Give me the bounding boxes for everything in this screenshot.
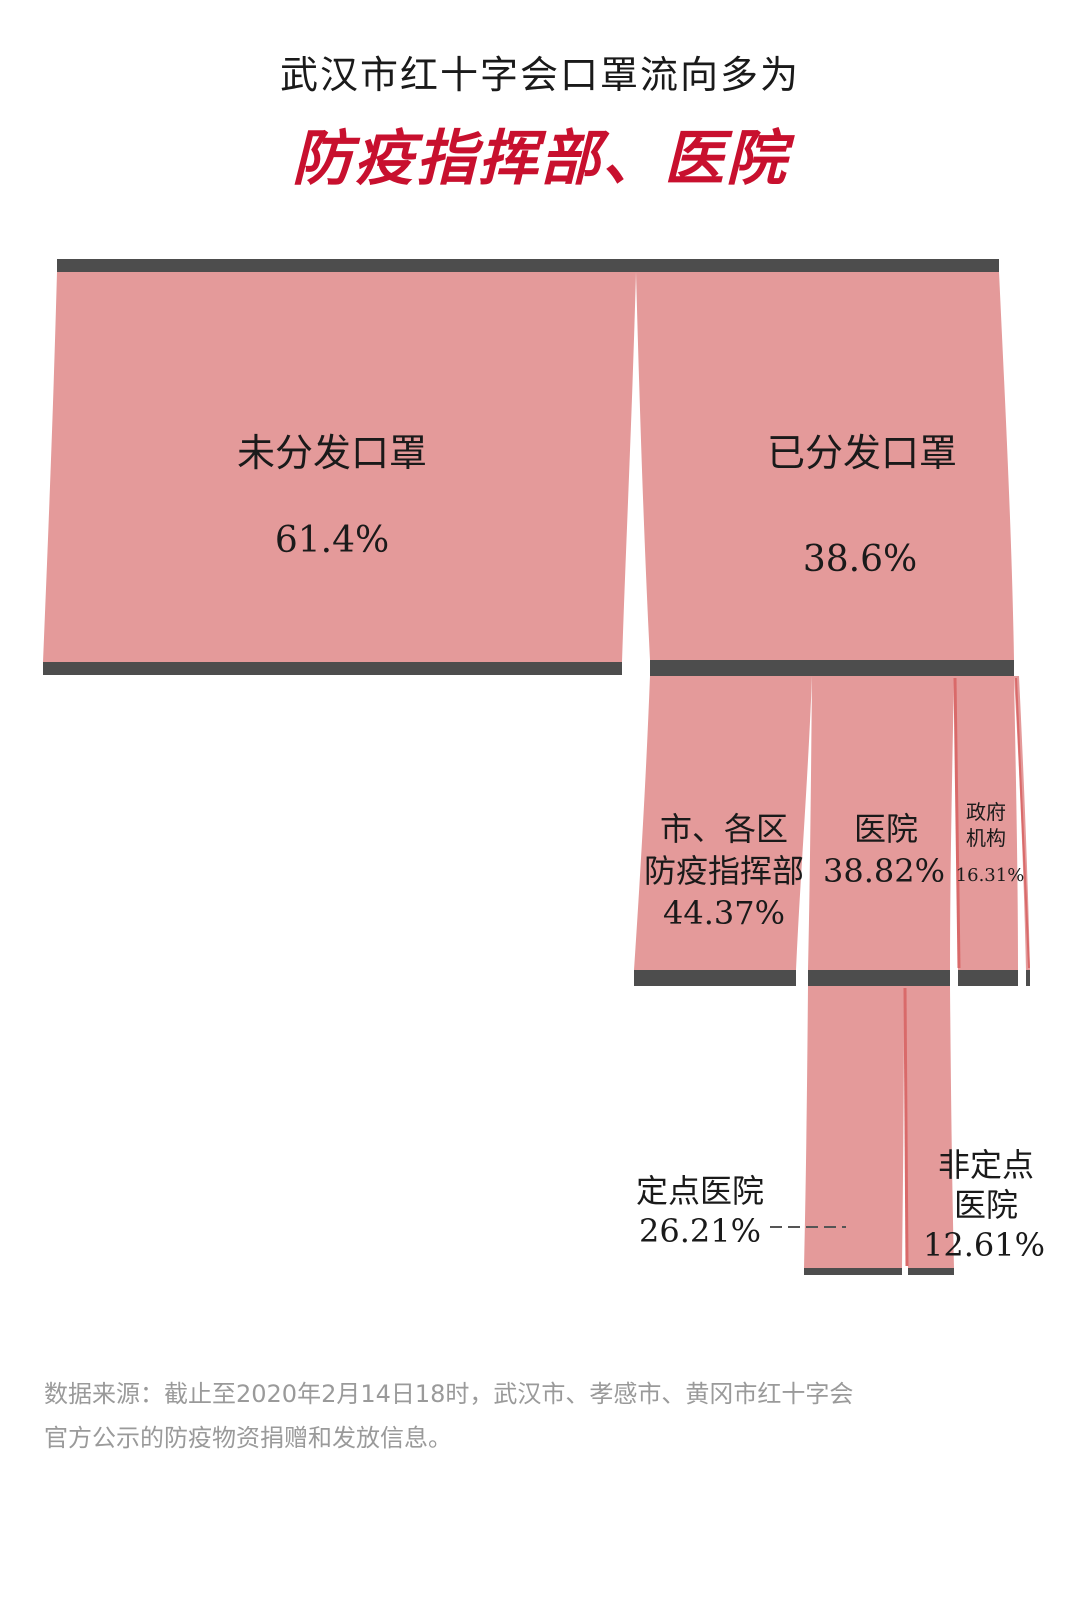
label-distributed: 已分发口罩 <box>767 431 957 475</box>
label-command-line2: 防疫指挥部 <box>644 852 804 890</box>
bar-non-designated <box>908 1268 954 1275</box>
flow-edge-hospital-split <box>903 987 909 1267</box>
bar-total <box>57 259 999 272</box>
label-non-designated-line1: 非定点 <box>938 1146 1034 1184</box>
value-designated: 26.21% <box>639 1212 761 1250</box>
source-line1: 数据来源：截止至2020年2月14日18时，武汉市、孝感市、黄冈市红十字会 <box>44 1380 854 1408</box>
bar-other <box>1026 970 1030 986</box>
node-bars <box>43 259 1030 1275</box>
title-line1: 武汉市红十字会口罩流向多为 <box>279 53 800 97</box>
flows <box>43 272 1030 1268</box>
label-government-line2: 机构 <box>966 826 1006 850</box>
label-hospital: 医院 <box>854 810 918 848</box>
flow-designated <box>804 986 904 1268</box>
value-hospital: 38.82% <box>823 852 945 890</box>
title-line2: 防疫指挥部、医院 <box>292 124 788 194</box>
flow-non-designated <box>904 986 954 1268</box>
flow-undistributed <box>43 272 636 662</box>
bar-undistributed <box>43 662 622 675</box>
label-designated: 定点医院 <box>636 1172 764 1210</box>
flow-distributed <box>636 272 1014 660</box>
flow-edge-government <box>953 677 961 969</box>
bar-hospital <box>808 970 950 986</box>
value-distributed: 38.6% <box>803 539 917 580</box>
label-non-designated-line2: 医院 <box>954 1186 1018 1224</box>
value-government: 16.31% <box>956 865 1025 886</box>
bar-designated <box>804 1268 902 1275</box>
flow-edge-other <box>1015 677 1030 969</box>
value-command: 44.37% <box>663 894 785 932</box>
source-note: 数据来源：截止至2020年2月14日18时，武汉市、孝感市、黄冈市红十字会 官方… <box>44 1372 904 1460</box>
bar-distributed <box>650 660 1014 676</box>
bar-government <box>958 970 1018 986</box>
bar-command <box>634 970 796 986</box>
flow-hospital <box>808 676 954 970</box>
label-undistributed: 未分发口罩 <box>237 431 427 475</box>
source-line2: 官方公示的防疫物资捐赠和发放信息。 <box>44 1424 452 1452</box>
value-undistributed: 61.4% <box>275 520 389 561</box>
flow-command <box>634 676 812 970</box>
label-government-line1: 政府 <box>966 800 1006 824</box>
value-non-designated: 12.61% <box>923 1226 1045 1264</box>
labels: 未分发口罩 61.4% 已分发口罩 38.6% 市、各区 防疫指挥部 44.37… <box>237 431 1045 1264</box>
label-command-line1: 市、各区 <box>660 810 788 848</box>
flow-government <box>954 676 1018 970</box>
